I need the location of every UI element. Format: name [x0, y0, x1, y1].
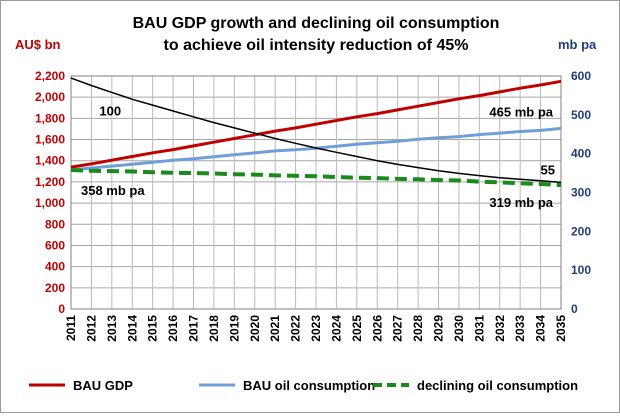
x-tick-label: 2015 — [146, 315, 160, 342]
annotation-layer: 100 55 358 mb pa 319 mb pa 465 mb pa — [81, 104, 555, 211]
series-line-bau-gdp — [70, 79, 562, 169]
y-left-tick-label: 800 — [45, 217, 65, 231]
x-tick-label: 2027 — [391, 315, 405, 342]
y-left-tick-label: 600 — [45, 238, 65, 252]
series-line-3 — [70, 77, 562, 184]
x-tick-label: 2034 — [534, 315, 548, 342]
annotation-label: 319 mb pa — [489, 195, 553, 210]
x-tick-label: 2022 — [289, 315, 303, 342]
y-right-tick-label: 300 — [571, 186, 591, 200]
x-tick-label: 2013 — [105, 315, 119, 342]
annotation-label: 100 — [99, 104, 121, 119]
x-tick-label: 2026 — [370, 315, 384, 342]
y-right-tick-label: 0 — [571, 302, 578, 316]
x-tick-label: 2025 — [350, 315, 364, 342]
y-left-tick-label: 1,800 — [35, 111, 65, 125]
y-left-tick-label: 1,200 — [35, 175, 65, 189]
y-right-tick-label: 600 — [571, 69, 591, 83]
legend-label: BAU GDP — [73, 378, 133, 393]
x-tick-label: 2023 — [309, 315, 323, 342]
x-tick-label: 2020 — [248, 315, 262, 342]
x-tick-label: 2017 — [187, 315, 201, 342]
y-left-tick-label: 1,600 — [35, 133, 65, 147]
legend-label: declining oil consumption — [417, 378, 578, 393]
annotation-label: 465 mb pa — [489, 104, 553, 119]
chart-title-line-2: to achieve oil intensity reduction of 45… — [164, 37, 469, 54]
x-tick-label: 2032 — [493, 315, 507, 342]
x-tick-label: 2029 — [432, 315, 446, 342]
x-tick-label: 2011 — [64, 315, 78, 341]
y-left-tick-label: 400 — [45, 260, 65, 274]
y-right-tick-label: 200 — [571, 224, 591, 238]
x-tick-label: 2030 — [452, 315, 466, 342]
x-tick-label: 2035 — [554, 315, 568, 342]
y-right-axis-label: mb pa — [558, 37, 597, 52]
plot-area-border — [70, 75, 562, 310]
series-line-declining-oil-consumption — [70, 168, 562, 188]
x-tick-label: 2033 — [513, 315, 527, 342]
series-layer — [70, 77, 562, 188]
x-tick-label: 2028 — [411, 315, 425, 342]
x-tick-label: 2019 — [227, 315, 241, 342]
x-tick-label: 2016 — [166, 315, 180, 342]
y-right-tick-label: 100 — [571, 263, 591, 277]
x-tick-label: 2024 — [329, 315, 343, 342]
y-left-tick-label: 2,000 — [35, 90, 65, 104]
y-left-tick-label: 200 — [45, 281, 65, 295]
legend-label: BAU oil consumption — [243, 378, 375, 393]
y-left-tick-label: 1,400 — [35, 154, 65, 168]
x-tick-label: 2031 — [472, 315, 486, 342]
x-tick-label: 2012 — [84, 315, 98, 342]
y-right-tick-label: 500 — [571, 108, 591, 122]
x-tick-label: 2014 — [125, 315, 139, 342]
y-right-tick-label: 400 — [571, 147, 591, 161]
y-left-axis-label: AU$ bn — [15, 37, 61, 52]
y-left-tick-label: 1,000 — [35, 196, 65, 210]
y-left-tick-label: 0 — [58, 302, 65, 316]
x-tick-label: 2018 — [207, 315, 221, 342]
chart-title-line-1: BAU GDP growth and declining oil consump… — [133, 15, 500, 32]
annotation-label: 358 mb pa — [81, 183, 145, 198]
x-tick-label: 2021 — [268, 315, 282, 342]
legend: BAU GDP BAU oil consumption declining oil … — [29, 378, 578, 393]
y-left-tick-label: 2,200 — [35, 69, 65, 83]
annotation-label: 55 — [541, 162, 555, 177]
axes-layer: 0 200 400 600 800 1,000 1,200 1,400 1,600 1,800 2,… — [35, 69, 591, 342]
